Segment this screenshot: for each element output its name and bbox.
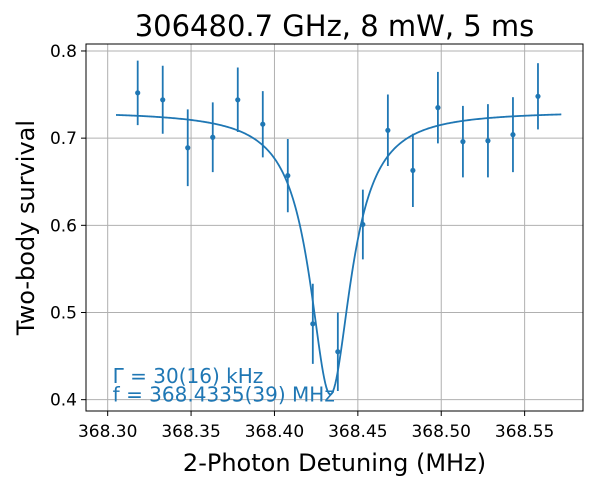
x-tick-label: 368.35 bbox=[161, 422, 220, 442]
x-axis-title: 2-Photon Detuning (MHz) bbox=[183, 449, 486, 477]
x-tick-label: 368.45 bbox=[328, 422, 387, 442]
data-points-group bbox=[135, 60, 541, 391]
data-point bbox=[135, 90, 141, 96]
data-point bbox=[460, 139, 466, 145]
grid bbox=[86, 44, 583, 411]
data-point bbox=[210, 134, 216, 140]
x-tick-label: 368.40 bbox=[245, 422, 304, 442]
annotation-linewidth: Γ = 30(16) kHz bbox=[113, 364, 264, 388]
data-point bbox=[285, 173, 291, 179]
data-point bbox=[410, 167, 416, 174]
data-point bbox=[260, 121, 266, 127]
data-point bbox=[385, 127, 391, 133]
chart-title: 306480.7 GHz, 8 mW, 5 ms bbox=[135, 9, 535, 43]
data-point bbox=[435, 105, 441, 111]
data-point bbox=[510, 132, 516, 138]
x-tick-label: 368.55 bbox=[495, 422, 554, 442]
y-tick-label: 0.4 bbox=[50, 391, 77, 411]
data-point bbox=[485, 138, 491, 144]
y-axis-title: Two-body survival bbox=[12, 120, 40, 336]
x-tick-label: 368.50 bbox=[411, 422, 470, 442]
data-point bbox=[310, 321, 316, 327]
x-axis-ticks: 368.30 368.35 368.40 368.45 368.50 368.55 bbox=[78, 411, 554, 442]
x-tick-label: 368.30 bbox=[78, 422, 137, 442]
data-point bbox=[335, 349, 341, 355]
y-tick-label: 0.6 bbox=[50, 216, 77, 236]
y-tick-label: 0.5 bbox=[50, 303, 77, 323]
y-tick-label: 0.7 bbox=[50, 129, 77, 149]
data-point bbox=[535, 93, 541, 99]
data-point bbox=[235, 97, 241, 103]
data-point bbox=[185, 145, 191, 151]
data-point bbox=[360, 221, 366, 228]
plot-frame bbox=[85, 43, 584, 412]
y-tick-label: 0.8 bbox=[50, 42, 77, 62]
y-axis-ticks: 0.4 0.5 0.6 0.7 0.8 bbox=[50, 42, 86, 411]
data-point bbox=[160, 97, 166, 103]
annotation-frequency: f = 368.4335(39) MHz bbox=[113, 382, 335, 406]
